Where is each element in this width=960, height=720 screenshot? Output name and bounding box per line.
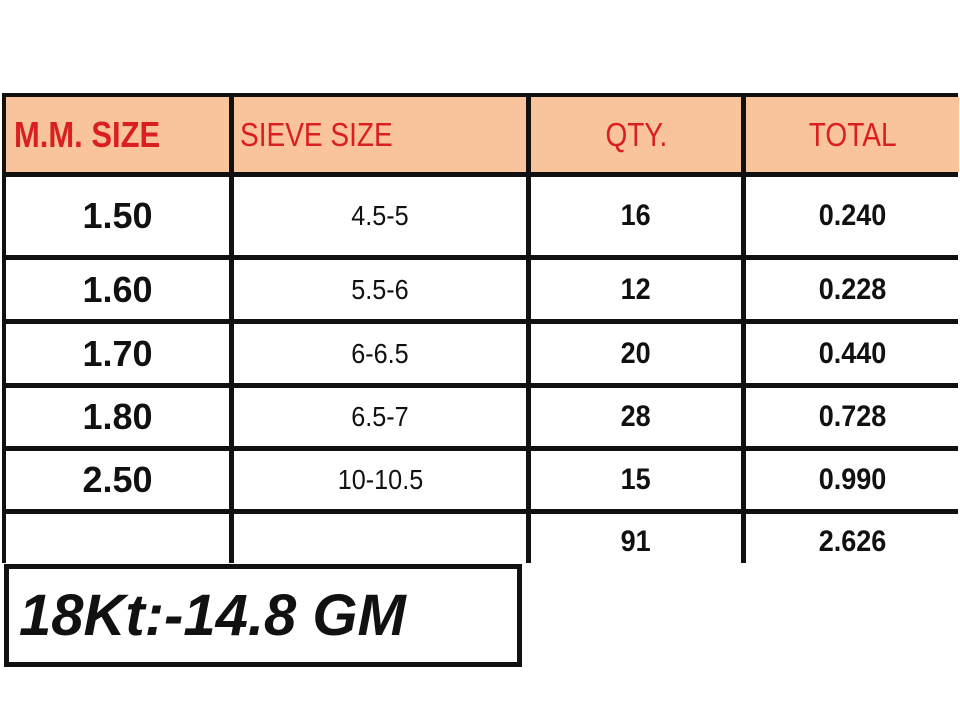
header-mm-size: M.M. SIZE [6, 97, 229, 172]
gold-weight-note: 18Kt:-14.8 GM [4, 564, 522, 667]
cell-total: 0.240 [746, 177, 959, 255]
total-qty: 91 [531, 514, 741, 569]
cell-qty: 15 [531, 451, 741, 509]
cell-total: 0.228 [746, 260, 959, 319]
cell-mm-size: 1.60 [6, 260, 229, 319]
cell-mm-size: 2.50 [6, 451, 229, 509]
cell-sieve-size: 6.5-7 [234, 388, 526, 446]
sieve-size-table: M.M. SIZE SIEVE SIZE QTY. TOTAL 1.50 4.5… [2, 93, 959, 569]
cell-qty: 16 [531, 177, 741, 255]
cell-qty: 20 [531, 324, 741, 383]
cell-mm-size: 1.80 [6, 388, 229, 446]
grand-total: 2.626 [746, 514, 959, 569]
cell-sieve-size: 5.5-6 [234, 260, 526, 319]
cell-total: 0.990 [746, 451, 959, 509]
cell-mm-size: 1.50 [6, 177, 229, 255]
cell-sieve-size: 4.5-5 [234, 177, 526, 255]
cell-sieve-size: 10-10.5 [234, 451, 526, 509]
header-qty: QTY. [531, 97, 741, 172]
cell-qty: 28 [531, 388, 741, 446]
cell-empty [6, 514, 229, 569]
cell-sieve-size: 6-6.5 [234, 324, 526, 383]
cell-empty [234, 514, 526, 569]
header-sieve-size: SIEVE SIZE [234, 97, 526, 172]
cell-qty: 12 [531, 260, 741, 319]
cell-total: 0.728 [746, 388, 959, 446]
cell-total: 0.440 [746, 324, 959, 383]
cell-mm-size: 1.70 [6, 324, 229, 383]
header-total: TOTAL [746, 97, 959, 172]
